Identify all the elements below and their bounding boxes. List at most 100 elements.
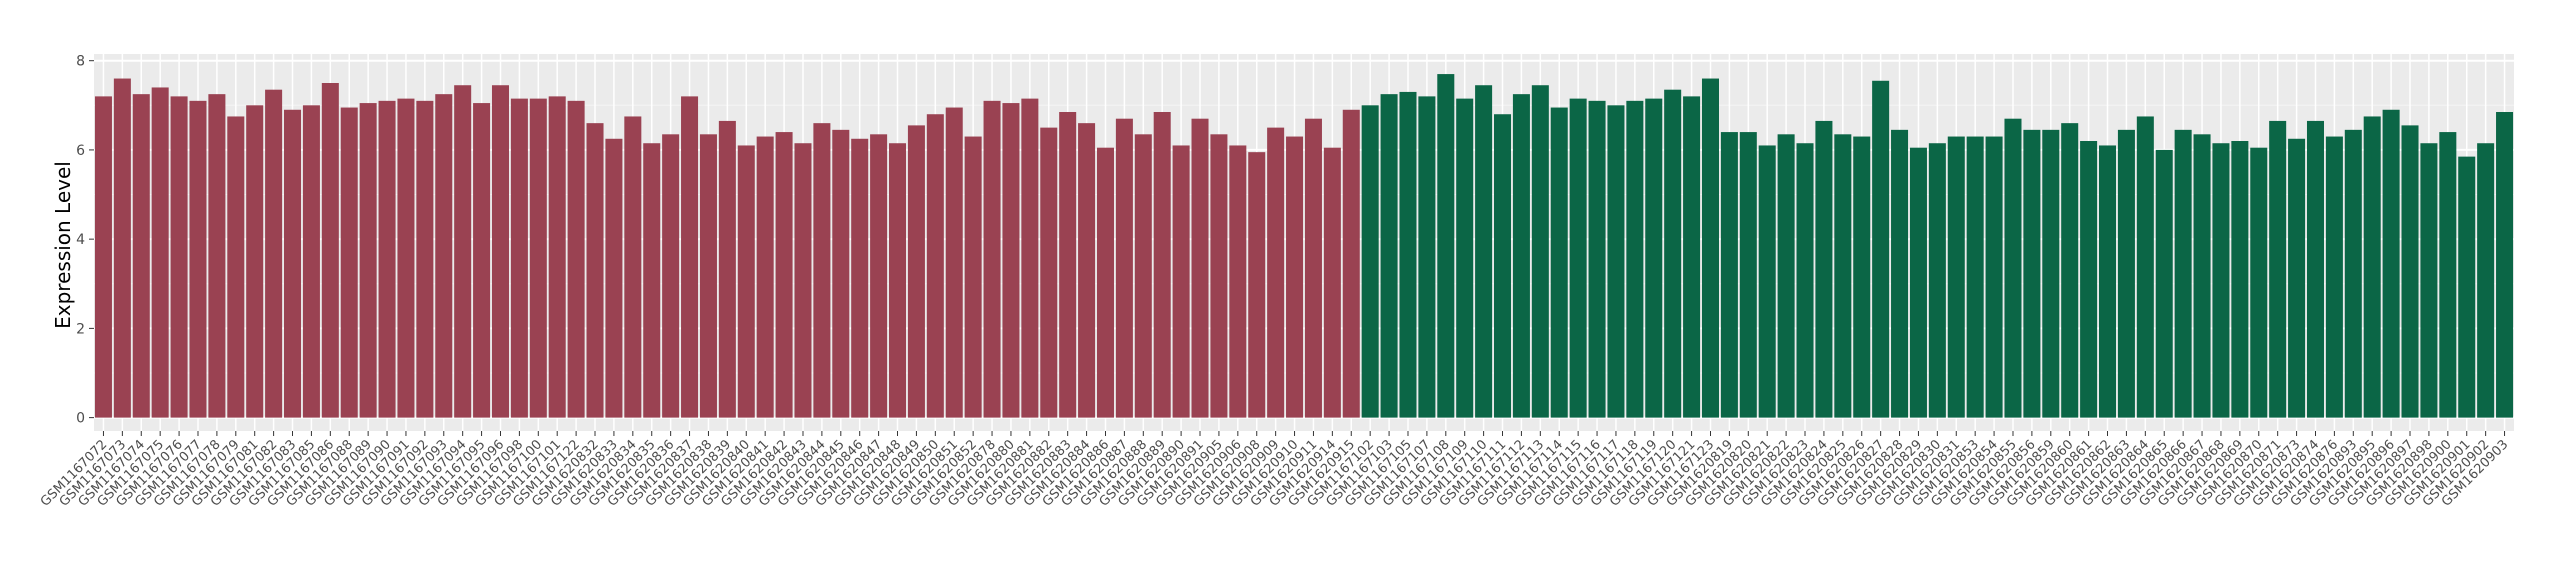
- bar: [1380, 94, 1398, 418]
- bar: [813, 123, 831, 418]
- bar: [1701, 78, 1719, 418]
- bar: [681, 96, 699, 418]
- bar: [775, 132, 793, 418]
- bar: [1909, 147, 1927, 418]
- bar: [1928, 143, 1946, 418]
- bar: [964, 136, 982, 418]
- bar: [2042, 129, 2060, 418]
- bar: [1891, 129, 1909, 418]
- bar: [1286, 136, 1304, 418]
- bar: [662, 134, 680, 418]
- bar: [1229, 145, 1247, 418]
- bar: [435, 94, 453, 418]
- bar: [2080, 141, 2098, 418]
- bar: [1985, 136, 2003, 418]
- bar: [2344, 129, 2362, 418]
- bar: [1512, 94, 1530, 418]
- bar: [851, 138, 869, 418]
- y-axis-label: Expression Level: [51, 161, 75, 329]
- bar: [2458, 156, 2476, 418]
- bar: [1078, 123, 1096, 418]
- bar: [586, 123, 604, 418]
- bar: [1002, 103, 1020, 418]
- y-tick-label: 0: [76, 411, 85, 427]
- bar: [2117, 129, 2135, 418]
- y-tick-label: 4: [76, 232, 85, 248]
- bar: [643, 143, 661, 418]
- bar: [2269, 120, 2287, 418]
- bar: [473, 103, 491, 418]
- bar: [1815, 120, 1833, 418]
- bar: [132, 94, 150, 418]
- bar: [1607, 105, 1625, 418]
- bar: [113, 78, 131, 418]
- bar: [2023, 129, 2041, 418]
- bar: [340, 107, 358, 418]
- bar: [907, 125, 925, 418]
- bar: [945, 107, 963, 418]
- bar: [624, 116, 642, 418]
- bar: [756, 136, 774, 418]
- bar: [1172, 145, 1190, 418]
- bar: [567, 100, 585, 418]
- bar: [926, 114, 944, 418]
- bar: [794, 143, 812, 418]
- y-tick-label: 8: [76, 54, 85, 70]
- bar: [2174, 129, 2192, 418]
- bar: [1550, 107, 1568, 418]
- bar: [1134, 134, 1152, 418]
- bar: [2325, 136, 2343, 418]
- bar: [510, 98, 528, 418]
- bar: [2136, 116, 2154, 418]
- bar: [983, 100, 1001, 418]
- bar: [1664, 89, 1682, 418]
- bar: [1021, 98, 1039, 418]
- bar: [2477, 143, 2495, 418]
- bar: [265, 89, 283, 418]
- bar: [1758, 145, 1776, 418]
- bar: [1342, 109, 1360, 418]
- bar: [2061, 123, 2079, 418]
- bar: [1399, 91, 1417, 418]
- bar: [1645, 98, 1663, 418]
- bar: [1361, 105, 1379, 418]
- bar: [1966, 136, 1984, 418]
- bar: [737, 145, 755, 418]
- bar: [359, 103, 377, 418]
- bar: [2306, 120, 2324, 418]
- bar: [2155, 149, 2173, 418]
- bar: [208, 94, 226, 418]
- bar: [189, 100, 207, 418]
- bar: [2420, 143, 2438, 418]
- bar: [889, 143, 907, 418]
- bar: [1494, 114, 1512, 418]
- y-tick-label: 6: [76, 143, 85, 159]
- bar: [529, 98, 547, 418]
- bar: [1777, 134, 1795, 418]
- bar: [2212, 143, 2230, 418]
- bar: [1323, 147, 1341, 418]
- bar: [1531, 85, 1549, 418]
- bar: [2382, 109, 2400, 418]
- bar: [1059, 112, 1077, 418]
- bar: [94, 96, 112, 418]
- bar: [718, 120, 736, 418]
- bar: [227, 116, 245, 418]
- bar: [416, 100, 434, 418]
- bar: [302, 105, 320, 418]
- bar: [378, 100, 396, 418]
- bar: [1739, 132, 1757, 418]
- bar: [397, 98, 415, 418]
- bar: [2099, 145, 2117, 418]
- bar: [151, 87, 169, 418]
- bar: [2004, 118, 2022, 418]
- bar: [1248, 152, 1266, 418]
- bar: [1475, 85, 1493, 418]
- bar: [2250, 147, 2268, 418]
- bar: [1040, 127, 1058, 418]
- bar: [2193, 134, 2211, 418]
- bar: [1096, 147, 1114, 418]
- bar: [699, 134, 717, 418]
- bar: [1153, 112, 1171, 418]
- bar: [284, 109, 302, 418]
